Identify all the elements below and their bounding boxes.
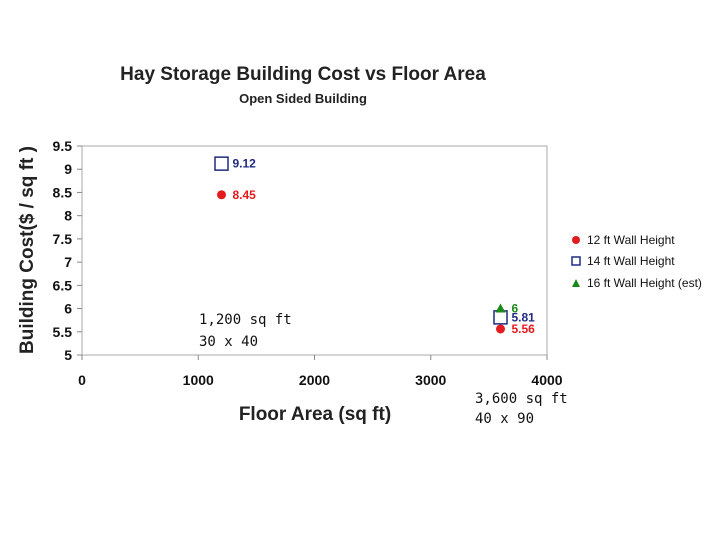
y-axis-ticks: 5 5.5 6 6.5 7 7.5 8 8.5 9 9.5: [53, 138, 82, 363]
y-tick-label: 8.5: [53, 184, 73, 200]
legend-marker-square: [571, 256, 581, 266]
plot-area: [81, 145, 548, 356]
data-point-square: [214, 156, 229, 171]
x-tick-label: 0: [78, 372, 86, 388]
legend-marker-triangle: [572, 279, 580, 287]
y-tick-label: 8: [64, 208, 72, 224]
y-tick-label: 7.5: [53, 231, 73, 247]
data-label: 6: [512, 302, 519, 316]
chart-title: Hay Storage Building Cost vs Floor Area: [120, 64, 486, 85]
data-point-circle: [496, 324, 505, 334]
annotation-line: 40 x 90: [475, 411, 534, 427]
data-label: 5.81: [512, 310, 536, 324]
y-tick-label: 7: [64, 254, 72, 270]
data-point-triangle: [495, 303, 506, 313]
annotation-1200: 1,200 sq ft 30 x 40: [199, 312, 292, 350]
data-label: 8.45: [233, 188, 257, 202]
y-tick-label: 6: [64, 301, 72, 317]
y-tick-label: 5.5: [53, 324, 73, 340]
data-points: 8.45 5.56 9.12 5.816: [214, 156, 536, 336]
legend-label: 16 ft Wall Height (est): [587, 276, 702, 290]
annotation-line: 3,600 sq ft: [475, 391, 568, 407]
y-axis-label: Building Cost($ / sq ft ): [17, 146, 38, 354]
legend-label: 12 ft Wall Height: [587, 233, 675, 247]
data-point-square: [493, 310, 508, 325]
data-label: 5.56: [512, 322, 536, 336]
annotation-line: 1,200 sq ft: [199, 312, 292, 328]
annotation-3600: 3,600 sq ft 40 x 90: [475, 391, 568, 427]
y-tick-label: 9.5: [53, 138, 73, 154]
x-tick-label: 1000: [183, 372, 214, 388]
legend-label: 14 ft Wall Height: [587, 254, 675, 268]
legend-marker-circle: [572, 236, 580, 244]
x-tick-label: 4000: [531, 372, 562, 388]
data-label: 9.12: [233, 157, 257, 171]
y-tick-label: 6.5: [53, 277, 73, 293]
y-tick-label: 9: [64, 161, 72, 177]
chart-subtitle: Open Sided Building: [239, 91, 367, 106]
annotation-line: 30 x 40: [199, 334, 258, 350]
legend: 12 ft Wall Height 14 ft Wall Height 16 f…: [571, 233, 702, 290]
x-axis-label: Floor Area (sq ft): [239, 404, 391, 425]
x-axis-ticks: 0 1000 2000 3000 4000: [78, 355, 563, 388]
x-tick-label: 2000: [299, 372, 330, 388]
y-tick-label: 5: [64, 347, 72, 363]
data-point-circle: [217, 190, 226, 200]
x-tick-label: 3000: [415, 372, 446, 388]
